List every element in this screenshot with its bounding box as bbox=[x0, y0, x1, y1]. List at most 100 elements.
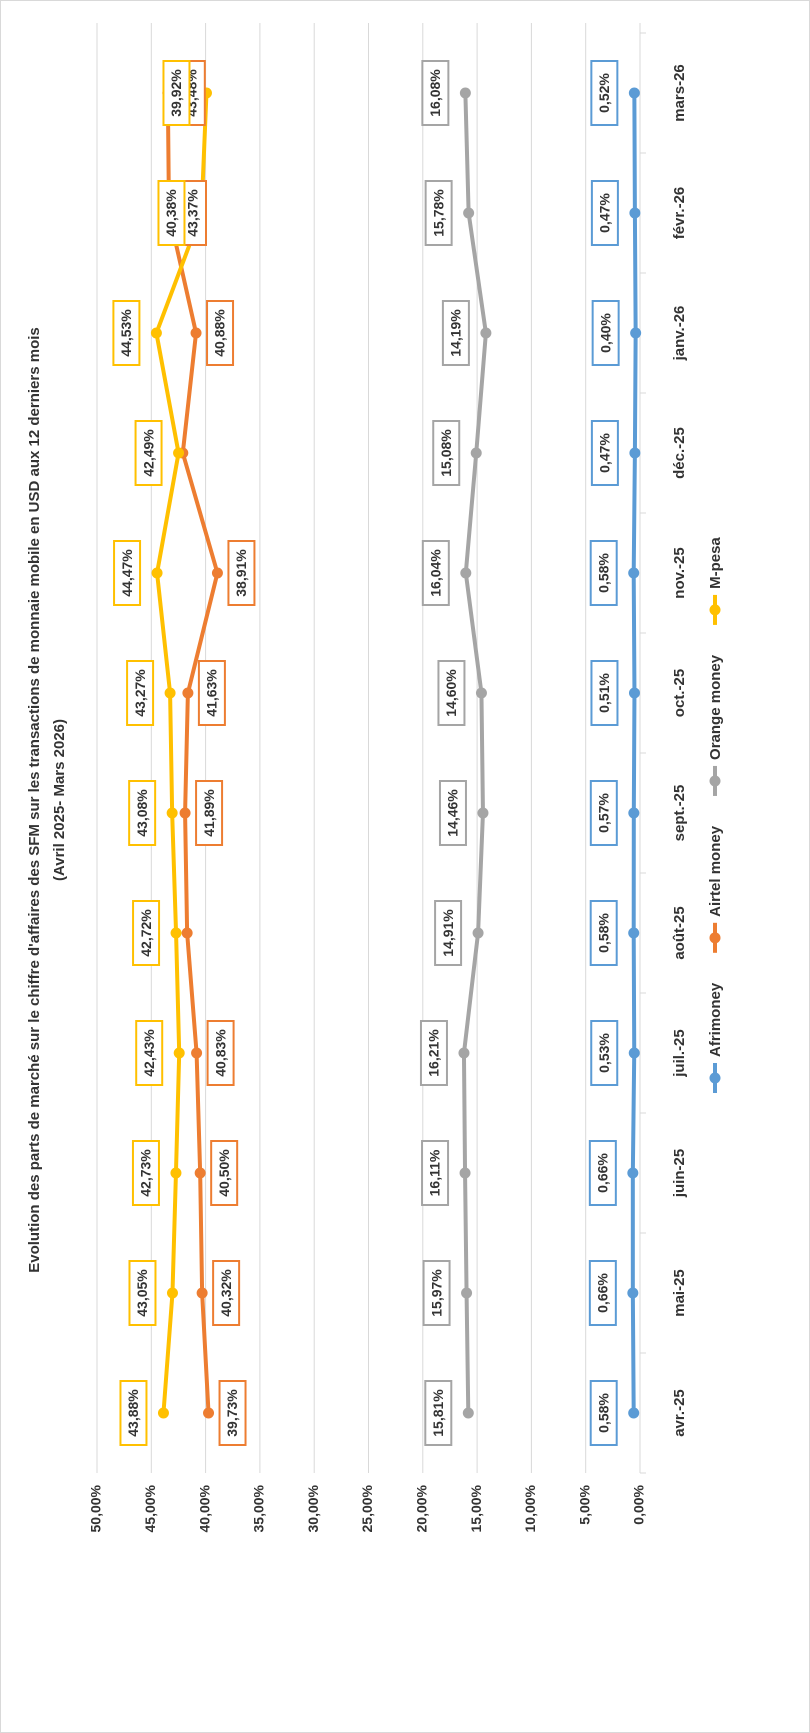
label-box bbox=[421, 540, 450, 606]
data-label: 0,40% bbox=[597, 313, 613, 353]
point bbox=[179, 807, 191, 819]
data-label: 41,63% bbox=[204, 669, 220, 717]
data-label: 43,08% bbox=[134, 789, 150, 837]
x-tick-label: juin-25 bbox=[671, 1149, 688, 1198]
legend-label: M-pesa bbox=[707, 537, 724, 589]
y-tick-label: 0,00% bbox=[631, 1484, 647, 1524]
label-box bbox=[588, 1260, 617, 1326]
point bbox=[627, 1287, 639, 1299]
data-label: 15,08% bbox=[438, 429, 454, 477]
point bbox=[151, 567, 163, 579]
data-label: 43,27% bbox=[132, 669, 148, 717]
label-box bbox=[157, 180, 186, 246]
point bbox=[182, 687, 194, 699]
label-box bbox=[128, 1260, 157, 1326]
point bbox=[459, 87, 471, 99]
data-label: 43,88% bbox=[125, 1389, 141, 1437]
point bbox=[203, 1407, 215, 1419]
point bbox=[629, 207, 641, 219]
x-tick-label: août-25 bbox=[671, 906, 688, 959]
point bbox=[211, 567, 223, 579]
data-label: 42,72% bbox=[138, 909, 154, 957]
chart-subtitle: (Avril 2025- Mars 2026) bbox=[51, 719, 68, 881]
data-label: 0,51% bbox=[596, 673, 612, 713]
x-tick-label: juil.-25 bbox=[671, 1029, 688, 1078]
label-box bbox=[128, 780, 157, 846]
point bbox=[472, 927, 484, 939]
rotated-chart: Evolution des parts de marché sur le chi… bbox=[26, 23, 724, 1532]
legend-marker bbox=[709, 932, 721, 944]
label-box bbox=[589, 1380, 618, 1446]
data-label: 42,43% bbox=[141, 1029, 157, 1077]
data-label: 40,50% bbox=[216, 1149, 232, 1197]
data-label: 40,32% bbox=[218, 1269, 234, 1317]
data-label: 0,58% bbox=[595, 553, 611, 593]
x-tick-label: sept.-25 bbox=[671, 785, 688, 842]
label-box bbox=[438, 780, 467, 846]
series-line bbox=[461, 92, 488, 1414]
legend-label: Afrimoney bbox=[707, 982, 724, 1057]
label-box bbox=[162, 60, 191, 126]
data-label: 15,81% bbox=[430, 1389, 446, 1437]
label-box bbox=[218, 1380, 247, 1446]
data-label: 14,46% bbox=[445, 789, 461, 837]
label-box bbox=[113, 540, 142, 606]
data-label: 40,83% bbox=[212, 1029, 228, 1077]
label-box bbox=[421, 60, 450, 126]
legend-label: Airtel money bbox=[707, 825, 724, 917]
y-tick-label: 25,00% bbox=[359, 1484, 375, 1532]
series-line bbox=[165, 92, 220, 1414]
point bbox=[170, 1167, 182, 1179]
data-label: 0,53% bbox=[596, 1033, 612, 1073]
point bbox=[458, 1047, 470, 1059]
point bbox=[191, 1047, 203, 1059]
x-tick-label: mai-25 bbox=[671, 1269, 688, 1317]
y-tick-label: 20,00% bbox=[414, 1484, 430, 1532]
label-box bbox=[421, 1140, 450, 1206]
point bbox=[170, 927, 182, 939]
point bbox=[173, 1047, 185, 1059]
point bbox=[190, 327, 202, 339]
data-label: 0,47% bbox=[597, 193, 613, 233]
data-label: 0,57% bbox=[596, 793, 612, 833]
label-box bbox=[437, 660, 466, 726]
label-box bbox=[424, 1380, 453, 1446]
label-box bbox=[591, 300, 620, 366]
x-tick-label: déc.-25 bbox=[671, 427, 688, 479]
label-box bbox=[590, 60, 619, 126]
x-tick-label: janv.-26 bbox=[671, 306, 688, 362]
point bbox=[629, 447, 641, 459]
data-label: 0,58% bbox=[595, 913, 611, 953]
point bbox=[628, 87, 640, 99]
data-label: 0,66% bbox=[595, 1153, 611, 1193]
label-box bbox=[112, 300, 141, 366]
x-tick-label: mars-26 bbox=[671, 64, 688, 122]
legend-marker bbox=[709, 1072, 721, 1084]
label-box bbox=[419, 1020, 448, 1086]
point bbox=[194, 1167, 206, 1179]
point bbox=[628, 1407, 640, 1419]
chart-title: Evolution des parts de marché sur le chi… bbox=[26, 327, 43, 1273]
label-box bbox=[131, 1140, 160, 1206]
label-box bbox=[589, 540, 618, 606]
point bbox=[166, 1287, 178, 1299]
y-tick-label: 5,00% bbox=[576, 1484, 592, 1524]
x-tick-label: nov.-25 bbox=[671, 547, 688, 598]
point bbox=[480, 327, 492, 339]
y-tick-label: 40,00% bbox=[196, 1484, 212, 1532]
data-label: 39,92% bbox=[168, 69, 184, 117]
data-label: 16,08% bbox=[427, 69, 443, 117]
point bbox=[166, 807, 178, 819]
data-label: 0,58% bbox=[595, 1393, 611, 1433]
data-label: 42,49% bbox=[140, 429, 156, 477]
label-box bbox=[135, 1020, 164, 1086]
point bbox=[157, 1407, 169, 1419]
point bbox=[628, 927, 640, 939]
data-label: 44,53% bbox=[118, 309, 134, 357]
data-label: 16,21% bbox=[426, 1029, 442, 1077]
label-box bbox=[126, 660, 155, 726]
data-label: 43,05% bbox=[134, 1269, 150, 1317]
label-box bbox=[119, 1380, 148, 1446]
